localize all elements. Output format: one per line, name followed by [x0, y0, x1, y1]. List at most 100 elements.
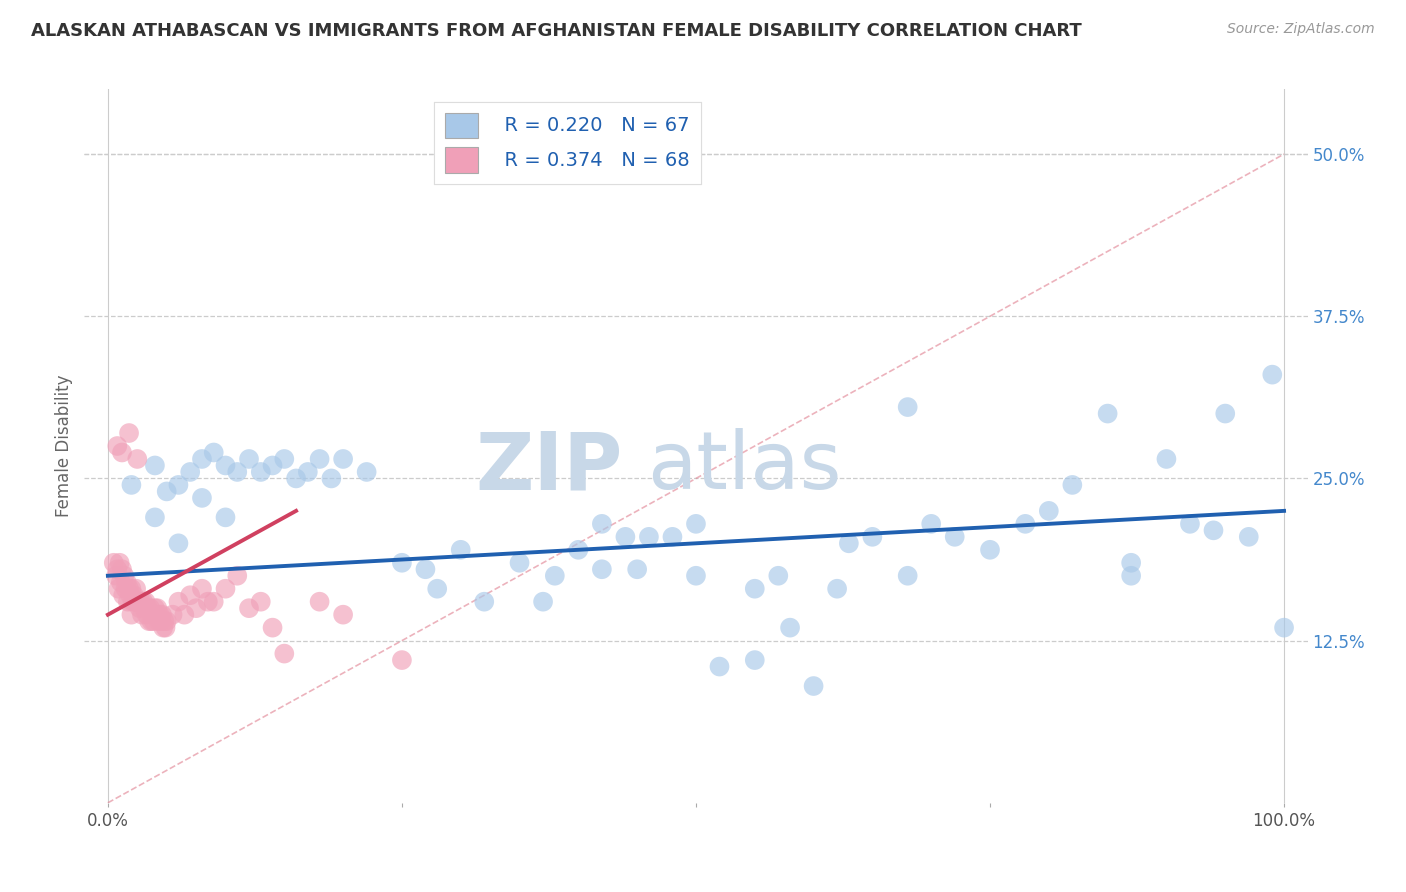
Point	[143, 458, 166, 473]
Point	[131, 607, 153, 622]
Point	[167, 478, 190, 492]
Point	[149, 614, 172, 628]
Point	[638, 530, 661, 544]
Point	[141, 614, 163, 628]
Point	[1261, 368, 1284, 382]
Point	[202, 445, 225, 459]
Point	[108, 556, 131, 570]
Point	[426, 582, 449, 596]
Point	[544, 568, 567, 582]
Point	[120, 607, 142, 622]
Point	[1178, 516, 1201, 531]
Point	[132, 595, 155, 609]
Point	[943, 530, 966, 544]
Point	[685, 516, 707, 531]
Point	[860, 530, 883, 544]
Point	[173, 607, 195, 622]
Point	[1014, 516, 1036, 531]
Text: ALASKAN ATHABASCAN VS IMMIGRANTS FROM AFGHANISTAN FEMALE DISABILITY CORRELATION : ALASKAN ATHABASCAN VS IMMIGRANTS FROM AF…	[31, 22, 1081, 40]
Point	[139, 601, 162, 615]
Point	[118, 425, 141, 440]
Point	[238, 601, 260, 615]
Point	[156, 614, 179, 628]
Point	[273, 452, 295, 467]
Point	[142, 607, 165, 622]
Text: atlas: atlas	[647, 428, 841, 507]
Point	[297, 465, 319, 479]
Point	[120, 478, 142, 492]
Point	[179, 465, 201, 479]
Point	[179, 588, 201, 602]
Point	[825, 582, 848, 596]
Point	[120, 588, 142, 602]
Point	[114, 582, 136, 596]
Point	[197, 595, 219, 609]
Text: Source: ZipAtlas.com: Source: ZipAtlas.com	[1227, 22, 1375, 37]
Point	[897, 568, 920, 582]
Point	[214, 510, 236, 524]
Point	[591, 516, 613, 531]
Point	[391, 653, 413, 667]
Point	[332, 452, 354, 467]
Point	[285, 471, 308, 485]
Point	[138, 614, 160, 628]
Point	[149, 607, 172, 622]
Point	[920, 516, 942, 531]
Point	[803, 679, 825, 693]
Point	[111, 445, 134, 459]
Point	[979, 542, 1001, 557]
Point	[567, 542, 589, 557]
Point	[127, 452, 149, 467]
Y-axis label: Female Disability: Female Disability	[55, 375, 73, 517]
Point	[112, 568, 135, 582]
Point	[415, 562, 437, 576]
Point	[105, 562, 128, 576]
Point	[472, 595, 495, 609]
Point	[143, 601, 166, 615]
Point	[214, 582, 236, 596]
Point	[129, 595, 152, 609]
Point	[122, 588, 145, 602]
Point	[136, 601, 159, 615]
Point	[124, 595, 146, 609]
Point	[262, 458, 284, 473]
Point	[591, 562, 613, 576]
Point	[155, 621, 177, 635]
Point	[167, 536, 190, 550]
Point	[450, 542, 472, 557]
Point	[531, 595, 554, 609]
Point	[107, 582, 129, 596]
Point	[1062, 478, 1084, 492]
Point	[111, 562, 134, 576]
Point	[391, 556, 413, 570]
Point	[135, 607, 157, 622]
Point	[1272, 621, 1295, 635]
Point	[356, 465, 378, 479]
Point	[143, 607, 166, 622]
Point	[105, 568, 128, 582]
Point	[184, 601, 207, 615]
Point	[1097, 407, 1119, 421]
Point	[135, 595, 157, 609]
Point	[112, 588, 135, 602]
Point	[143, 510, 166, 524]
Point	[127, 595, 149, 609]
Point	[1121, 556, 1143, 570]
Point	[1213, 407, 1236, 421]
Point	[1156, 452, 1178, 467]
Point	[153, 614, 176, 628]
Point	[191, 452, 214, 467]
Point	[838, 536, 860, 550]
Point	[191, 491, 214, 505]
Point	[744, 582, 766, 596]
Point	[744, 653, 766, 667]
Point	[146, 601, 169, 615]
Point	[1038, 504, 1060, 518]
Point	[226, 568, 249, 582]
Point	[1121, 568, 1143, 582]
Point	[1237, 530, 1260, 544]
Point	[709, 659, 731, 673]
Point	[121, 595, 143, 609]
Point	[614, 530, 637, 544]
Point	[167, 595, 190, 609]
